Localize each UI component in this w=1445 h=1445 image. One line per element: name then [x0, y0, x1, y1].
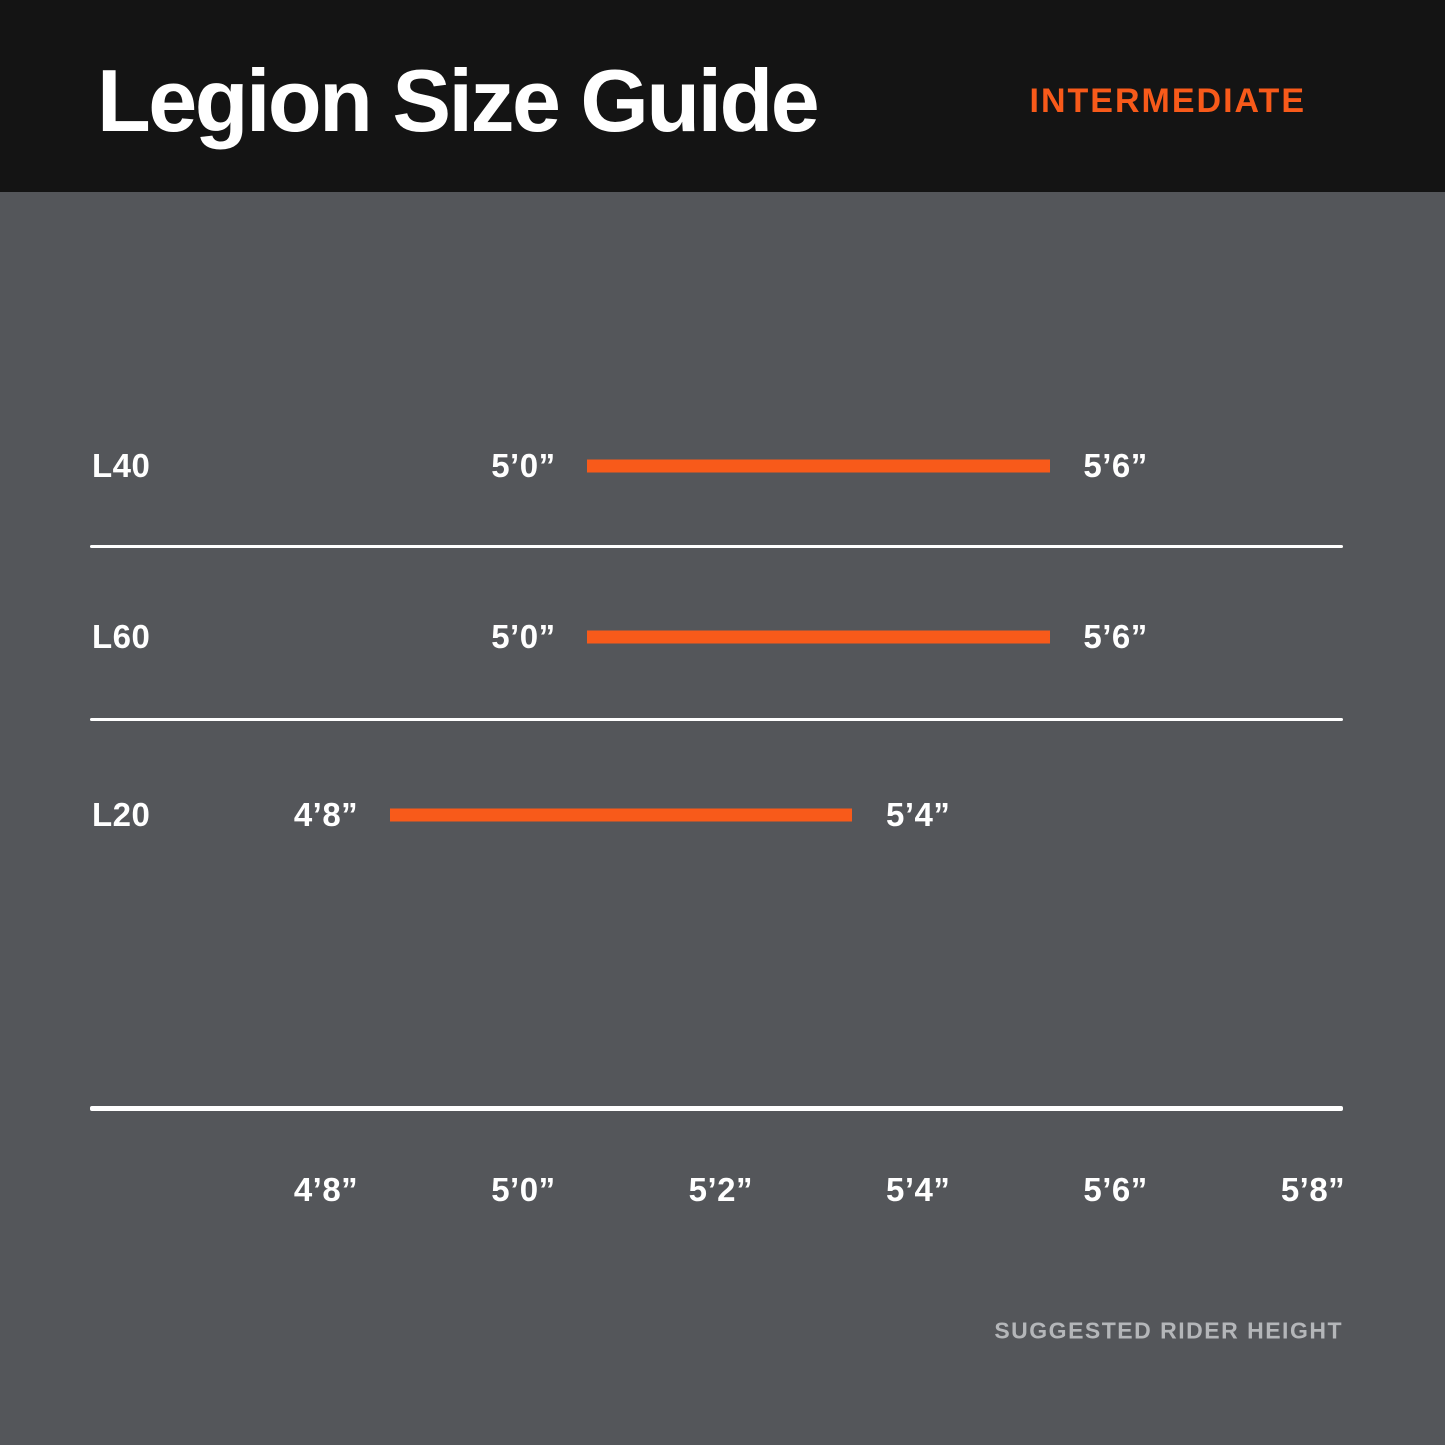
max-height-label: 5’6” — [1083, 618, 1148, 655]
page-title: Legion Size Guide — [97, 51, 820, 150]
size-row-l60: L60 5’0” 5’6” — [0, 607, 1445, 667]
x-axis-tick-label: 5’8” — [1280, 1171, 1346, 1208]
min-height-label: 5’0” — [491, 447, 556, 484]
row-divider — [90, 718, 1343, 721]
skill-level-badge: INTERMEDIATE — [1029, 81, 1306, 120]
max-height-label: 5’6” — [1083, 447, 1148, 484]
x-axis-tick-label: 5’2” — [688, 1171, 753, 1208]
x-axis-tick-label: 4’8” — [293, 1171, 359, 1208]
x-axis-tick-label: 5’6” — [1083, 1171, 1148, 1208]
size-row-l40: L40 5’0” 5’6” — [0, 436, 1445, 496]
size-row-l20: L20 4’8” 5’4” — [0, 785, 1445, 845]
max-height-label: 5’4” — [886, 796, 951, 833]
model-label: L20 — [92, 796, 151, 833]
height-range-bar — [390, 808, 853, 822]
model-label: L60 — [92, 618, 151, 655]
row-divider — [90, 545, 1343, 548]
x-axis-line — [90, 1106, 1343, 1111]
x-axis-caption: SUGGESTED RIDER HEIGHT — [994, 1317, 1343, 1344]
height-range-bar — [587, 630, 1050, 644]
x-axis-tick-label: 5’4” — [886, 1171, 951, 1208]
header: Legion Size Guide INTERMEDIATE — [0, 0, 1445, 192]
min-height-label: 4’8” — [293, 796, 359, 833]
model-label: L40 — [92, 447, 151, 484]
height-range-bar — [587, 459, 1050, 473]
x-axis-tick-label: 5’0” — [491, 1171, 556, 1208]
min-height-label: 5’0” — [491, 618, 556, 655]
